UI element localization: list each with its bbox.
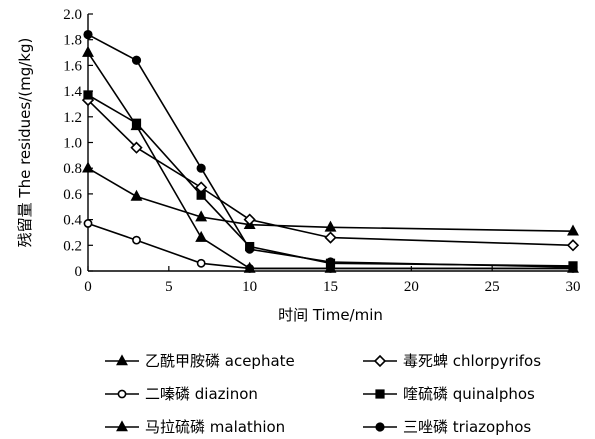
series-line-triazophos: [87, 33, 574, 268]
data-point-acephate: [567, 224, 579, 236]
x-tick-label: 10: [242, 279, 257, 295]
legend-label: 马拉硫磷 malathion: [145, 418, 285, 436]
legend-marker-acephate: [116, 354, 128, 366]
y-axis-label: 残留量 The residues/(mg/kg): [16, 38, 34, 248]
data-point-malathion: [195, 230, 208, 242]
data-point-quinalphos: [131, 118, 142, 128]
y-tick-label: 1.4: [63, 84, 82, 100]
y-tick-label: 1.6: [63, 58, 82, 74]
data-point-acephate: [82, 161, 94, 173]
legend-marker-triazophos: [375, 422, 385, 432]
data-point-malathion: [82, 45, 94, 57]
x-tick-label: 25: [485, 279, 500, 295]
legend-marker-diazinon: [117, 389, 127, 399]
data-point-acephate: [130, 189, 143, 201]
data-point-triazophos: [196, 163, 206, 173]
x-axis-label: 时间 Time/min: [278, 306, 383, 324]
legend-item-acephate: 乙酰甲胺磷 acephate: [105, 352, 295, 370]
y-tick-label: 1.0: [63, 136, 82, 152]
x-tick-label: 20: [404, 279, 419, 295]
legend-label: 三唑磷 triazophos: [403, 418, 531, 436]
data-point-diazinon: [83, 219, 93, 228]
y-tick-label: 0: [75, 264, 83, 280]
y-tick-label: 1.2: [63, 110, 82, 126]
legend-item-quinalphos: 喹硫磷 quinalphos: [363, 385, 535, 403]
data-point-chlorpyrifos: [243, 213, 256, 226]
data-point-malathion: [243, 261, 256, 273]
data-point-diazinon: [132, 235, 141, 245]
data-point-chlorpyrifos: [566, 239, 580, 252]
y-tick-label: 2.0: [63, 7, 82, 23]
legend-item-triazophos: 三唑磷 triazophos: [363, 418, 531, 436]
data-point-quinalphos: [83, 90, 93, 100]
y-tick-label: 0.6: [63, 187, 82, 203]
data-point-quinalphos: [196, 190, 206, 200]
series-markers: [81, 29, 580, 273]
x-tick-label: 0: [84, 279, 92, 295]
legend: 乙酰甲胺磷 acephate 二嗪磷 diazinon 马拉硫磷 malathion…: [105, 352, 541, 436]
data-point-diazinon: [196, 258, 206, 268]
y-axis-ticks: 0 0.2 0.4 0.6 0.8 1.0 1.2 1.4 1.6 1.8 2.0: [63, 7, 93, 280]
series-line-malathion: [87, 52, 573, 270]
data-point-chlorpyrifos: [130, 141, 143, 154]
y-tick-label: 1.8: [63, 33, 82, 49]
legend-item-chlorpyrifos: 毒死蜱 chlorpyrifos: [363, 352, 541, 370]
data-point-acephate: [195, 210, 208, 222]
legend-label: 二嗪磷 diazinon: [145, 385, 258, 403]
x-tick-label: 5: [165, 279, 173, 295]
data-point-acephate: [324, 220, 337, 232]
legend-label: 乙酰甲胺磷 acephate: [145, 352, 295, 370]
series-line-chlorpyrifos: [87, 99, 574, 247]
data-point-chlorpyrifos: [324, 231, 337, 244]
y-tick-label: 0.8: [63, 161, 82, 177]
data-point-triazophos: [568, 262, 578, 272]
data-point-triazophos: [83, 29, 93, 40]
series-lines: [87, 33, 574, 270]
data-point-triazophos: [325, 257, 336, 267]
y-tick-label: 0.2: [63, 238, 82, 254]
legend-marker-quinalphos: [375, 389, 385, 399]
x-tick-label: 15: [323, 279, 338, 295]
legend-item-diazinon: 二嗪磷 diazinon: [105, 385, 258, 403]
legend-label: 喹硫磷 quinalphos: [403, 385, 535, 403]
x-tick-label: 30: [566, 279, 581, 295]
legend-marker-malathion: [116, 420, 128, 432]
series-line-quinalphos: [87, 94, 574, 267]
data-point-triazophos: [131, 55, 142, 65]
legend-marker-chlorpyrifos: [373, 354, 387, 368]
y-tick-label: 0.4: [63, 213, 82, 229]
x-axis-ticks: 0 5 10 15 20 25 30: [84, 266, 581, 295]
legend-item-malathion: 马拉硫磷 malathion: [105, 418, 285, 436]
data-point-triazophos: [245, 244, 255, 254]
legend-label: 毒死蜱 chlorpyrifos: [403, 352, 541, 370]
